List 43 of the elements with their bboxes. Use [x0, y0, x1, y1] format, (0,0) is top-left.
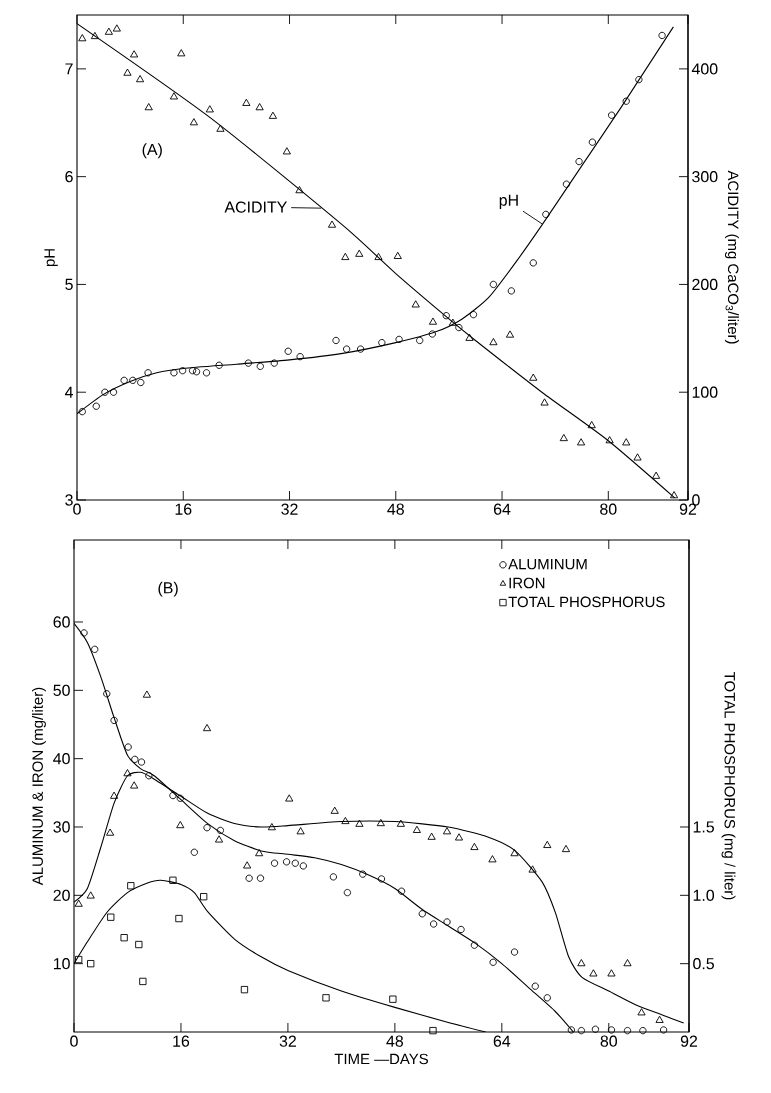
x-tick-label: 80	[600, 503, 617, 515]
x-tick-label: 0	[70, 1035, 78, 1047]
legend-label: ALUMINUM	[508, 558, 587, 570]
y2-tick-label: 300	[692, 171, 718, 183]
x-tick-label: 80	[600, 1035, 618, 1047]
y2-tick-label: 0.5	[693, 958, 714, 970]
y-tick-label: 50	[53, 684, 70, 696]
y-tick-label: 30	[53, 821, 70, 833]
x-tick-label: 32	[281, 503, 298, 515]
legend-label: IRON	[509, 577, 545, 589]
y-tick-label: 3	[65, 494, 73, 506]
x-tick-label: 48	[386, 1035, 404, 1047]
y-tick-label: 5	[65, 278, 73, 290]
x-tick-label: 92	[680, 1035, 698, 1047]
x-tick-label: 16	[175, 503, 192, 515]
y-tick-label: 6	[65, 171, 73, 183]
annotation: (A)	[142, 143, 162, 159]
y-tick-label: 4	[64, 386, 74, 398]
y2-axis-title: ACIDITY (mg CaCO$_{3}$/liter)	[724, 170, 739, 344]
x-tick-label: 48	[387, 503, 404, 515]
y2-axis-title: TOTAL PHOSPHORUS (mg / liter)	[721, 672, 736, 900]
y-axis-title: ALUMINUM & IRON (mg/liter)	[31, 687, 46, 886]
x-tick-label: 0	[73, 503, 81, 515]
x-tick-label: 16	[173, 1035, 190, 1047]
x-tick-label: 64	[493, 503, 511, 515]
legend-label: ACIDITY	[224, 201, 287, 213]
y-tick-label: 10	[53, 958, 70, 970]
x-axis-title: TIME —DAYS	[334, 1053, 429, 1065]
x-tick-label: 32	[279, 1035, 296, 1047]
y-tick-label: 7	[65, 63, 73, 75]
y2-tick-label: 1.5	[693, 821, 714, 833]
y-tick-label: 60	[53, 616, 70, 628]
y2-tick-label: 400	[691, 63, 718, 75]
y-tick-label: 40	[53, 753, 70, 765]
y-tick-label: 20	[53, 889, 70, 901]
series-label: pH	[499, 194, 518, 209]
y-axis-title: pH	[44, 249, 58, 267]
y2-tick-label: 100	[692, 386, 718, 398]
x-tick-label: 64	[493, 1035, 511, 1047]
y2-tick-label: 200	[692, 278, 718, 291]
y2-tick-label: 1.0	[693, 889, 715, 901]
legend-label: TOTAL PHOSPHORUS	[508, 596, 665, 608]
annotation: (B)	[158, 581, 178, 597]
